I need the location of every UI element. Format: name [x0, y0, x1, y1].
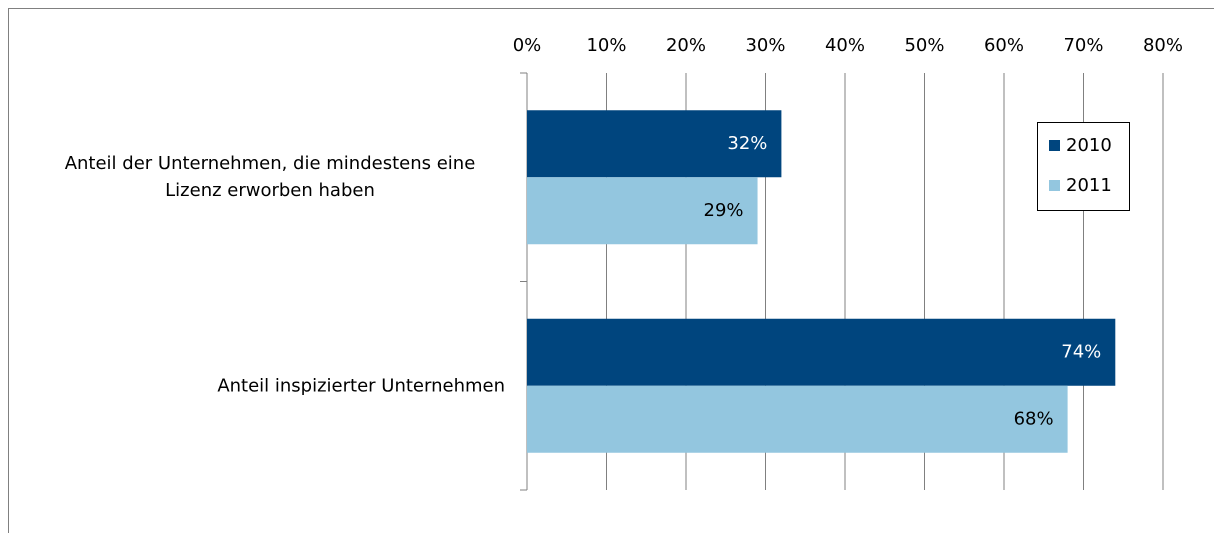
x-tick-label: 30%	[745, 35, 785, 56]
legend-swatch	[1049, 140, 1060, 151]
bar	[527, 318, 1116, 386]
x-tick-label: 20%	[666, 35, 706, 56]
legend-swatch	[1049, 180, 1060, 191]
data-label: 74%	[1061, 341, 1101, 362]
data-label: 29%	[704, 200, 744, 221]
bar	[527, 385, 1068, 453]
bar	[527, 110, 782, 178]
x-tick-label: 40%	[825, 35, 865, 56]
x-tick-label: 10%	[586, 35, 626, 56]
data-label: 32%	[727, 133, 767, 154]
x-tick-label: 80%	[1143, 35, 1183, 56]
bar	[527, 177, 758, 245]
data-label: 68%	[1014, 408, 1054, 429]
x-tick-label: 60%	[984, 35, 1024, 56]
y-tick-label: Anteil der Unternehmen, die mindestens e…	[64, 153, 476, 202]
legend-label: 2010	[1066, 135, 1112, 156]
x-tick-label: 70%	[1063, 35, 1103, 56]
legend-label: 2011	[1066, 175, 1112, 196]
x-tick-label: 50%	[904, 35, 944, 56]
legend-box	[1037, 122, 1130, 211]
y-tick-label: Anteil inspizierter Unternehmen	[217, 375, 505, 397]
x-tick-label: 0%	[513, 35, 542, 56]
